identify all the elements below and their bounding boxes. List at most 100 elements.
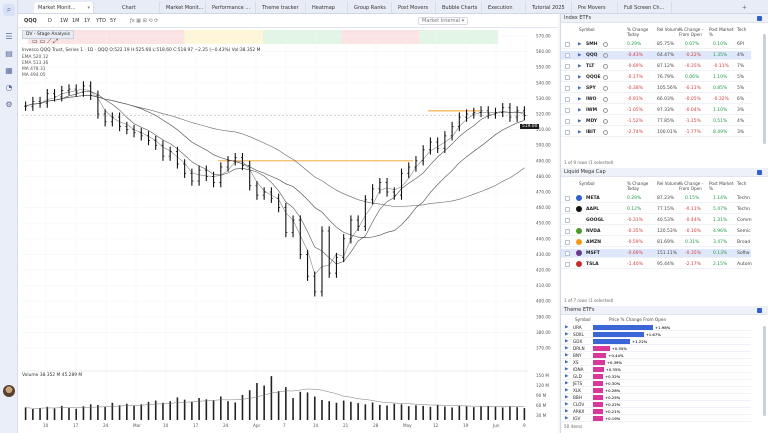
range-5y[interactable]: 5Y xyxy=(110,17,116,25)
play-icon[interactable]: ▶ xyxy=(565,380,569,386)
symbol-cell[interactable]: GDX xyxy=(573,338,583,344)
row-checkbox[interactable] xyxy=(565,52,570,58)
tab-heatmap[interactable]: Heatmap xyxy=(308,2,348,13)
row-checkbox[interactable] xyxy=(565,63,570,69)
tab-full-screen[interactable]: Full Screen Ch... xyxy=(620,2,672,13)
symbol-cell[interactable]: IBIT xyxy=(586,129,596,135)
gear-icon[interactable] xyxy=(603,74,608,80)
row-checkbox[interactable] xyxy=(565,195,570,201)
column-header[interactable]: Rel Volume xyxy=(657,181,681,186)
theme-row[interactable]: ▶ URA +1.98% xyxy=(561,324,751,331)
play-icon[interactable]: ▶ xyxy=(578,52,582,58)
row-checkbox[interactable] xyxy=(565,118,570,124)
panel-menu-icon[interactable] xyxy=(757,16,762,21)
add-tab-button[interactable]: ＋ xyxy=(742,5,748,11)
theme-row[interactable]: ▶ CLOV +0.22% xyxy=(561,401,751,408)
tab-performance[interactable]: Performance ... xyxy=(208,2,256,13)
table-row[interactable]: ▶ SPY -0.38% 105.56% -0.11% 0.85% 5% xyxy=(561,84,751,93)
play-icon[interactable]: ▶ xyxy=(565,408,569,414)
table-row[interactable]: MSFT -0.69% 151.11% -0.35% 0.13% Softw xyxy=(561,249,751,258)
column-header[interactable]: Symbol xyxy=(579,27,595,32)
row-checkbox[interactable] xyxy=(565,217,570,223)
play-icon[interactable]: ▶ xyxy=(578,63,582,69)
range-1y[interactable]: 1Y xyxy=(84,17,90,25)
tab-tutorial[interactable]: Tutorial 2025 xyxy=(528,2,572,13)
range-ytd[interactable]: YTD xyxy=(96,17,106,25)
tab-theme-tracker[interactable]: Theme tracker xyxy=(258,2,306,13)
play-icon[interactable]: ▶ xyxy=(578,85,582,91)
theme-row[interactable]: ▶ BNY +0.44% xyxy=(561,352,751,359)
table-row[interactable]: ▶ QQQ -0.43% 64.47% -0.22% 1.35% 4% xyxy=(561,51,751,60)
settings-icon[interactable]: ⚙ xyxy=(5,99,13,109)
price-chart[interactable]: 570.00 560.00 550.00 540.00 530.00 520.00 510.… xyxy=(18,28,558,433)
symbol-cell[interactable]: TLT xyxy=(586,63,595,69)
scrollbar[interactable] xyxy=(763,34,766,144)
interval-button[interactable]: D xyxy=(48,17,52,25)
theme-row[interactable]: ▶ IGV +0.19% xyxy=(561,415,751,422)
symbol-cell[interactable]: IGV xyxy=(573,415,581,421)
avatar[interactable] xyxy=(3,385,15,397)
row-checkbox[interactable] xyxy=(565,96,570,102)
symbol-cell[interactable]: META xyxy=(586,195,600,201)
search-icon[interactable]: ⌕ xyxy=(3,4,15,16)
row-checkbox[interactable] xyxy=(565,261,570,267)
symbol-cell[interactable]: TSLA xyxy=(586,261,599,267)
column-header[interactable]: Price % Change From Open xyxy=(609,317,667,322)
symbol-cell[interactable]: BNY xyxy=(573,352,582,358)
table-row[interactable]: ▶ IBIT -2.74% 100.01% -1.77% 8.49% 3% xyxy=(561,128,751,137)
symbol-cell[interactable]: MDY xyxy=(586,118,598,124)
table-row[interactable]: AMZN -0.59% 81.69% 0.31% 3.47% Broad xyxy=(561,238,751,247)
row-checkbox[interactable] xyxy=(565,129,570,135)
watchlist-icon[interactable]: ☰ xyxy=(5,31,13,41)
play-icon[interactable]: ▶ xyxy=(565,338,569,344)
gear-icon[interactable] xyxy=(603,85,608,91)
column-header[interactable]: Post Market % xyxy=(709,181,734,191)
play-icon[interactable]: ▶ xyxy=(565,415,569,421)
play-icon[interactable]: ▶ xyxy=(565,366,569,372)
symbol-cell[interactable]: BBH xyxy=(573,394,582,400)
play-icon[interactable]: ▶ xyxy=(565,387,569,393)
symbol-cell[interactable]: XLK xyxy=(573,387,581,393)
symbol-cell[interactable]: JETS xyxy=(573,380,583,386)
gear-icon[interactable] xyxy=(603,63,608,69)
row-checkbox[interactable] xyxy=(565,206,570,212)
table-row[interactable]: TSLA -1.40% 95.44% -2.17% 2.15% Autom xyxy=(561,260,752,269)
chart-icon[interactable]: ▤ xyxy=(5,48,13,58)
play-icon[interactable]: ▶ xyxy=(578,118,582,124)
indicators-icon[interactable]: ƒx ▦ ⊞ ⟲ ⟳ xyxy=(130,18,159,24)
tab-chart[interactable]: Chart xyxy=(118,2,160,13)
symbol-cell[interactable]: MSFT xyxy=(586,250,600,256)
column-header[interactable]: % Change Today xyxy=(627,181,649,191)
layout-icon[interactable]: ▦ xyxy=(5,65,13,75)
play-icon[interactable]: ▶ xyxy=(565,352,569,358)
play-icon[interactable]: ▶ xyxy=(565,401,569,407)
theme-row[interactable]: ▶ DRLN +0.55% xyxy=(561,345,751,352)
symbol-cell[interactable]: IWO xyxy=(586,96,597,102)
symbol-cell[interactable]: IDNA xyxy=(573,366,584,372)
play-icon[interactable]: ▶ xyxy=(565,331,569,337)
symbol-cell[interactable]: GLD xyxy=(573,373,582,379)
column-header[interactable]: % Change - From Open xyxy=(679,27,704,37)
symbol-cell[interactable]: IWM xyxy=(586,107,598,113)
indicator-select[interactable]: Market Internal ▾ xyxy=(418,17,469,25)
table-row[interactable]: META 0.29% 87.23% 0.15% 1.14% Techn xyxy=(561,194,751,203)
chart-svg[interactable]: 570.00 560.00 550.00 540.00 530.00 520.00 510.… xyxy=(18,28,558,433)
table-row[interactable]: ▶ MDY -1.52% 77.85% -1.15% 0.51% 4% xyxy=(561,117,751,126)
alerts-icon[interactable]: ◔ xyxy=(5,82,13,92)
column-header[interactable]: Rel Volume xyxy=(657,27,681,32)
theme-row[interactable]: ▶ JETS +0.30% xyxy=(561,380,751,387)
column-header[interactable]: Symbol xyxy=(575,317,591,322)
gear-icon[interactable] xyxy=(603,52,608,58)
scrollbar[interactable] xyxy=(763,326,766,416)
gear-icon[interactable] xyxy=(603,41,608,47)
theme-row[interactable]: ▶ GDX +1.22% xyxy=(561,338,751,345)
gear-icon[interactable] xyxy=(603,107,608,113)
symbol-cell[interactable]: DRLN xyxy=(573,345,585,351)
symbol-cell[interactable]: NVDA xyxy=(586,228,601,234)
table-row[interactable]: ▶ SMH 0.29% 85.75% 0.07% 0.10% 6PI xyxy=(561,40,751,49)
symbol-cell[interactable]: AMZN xyxy=(586,239,601,245)
theme-row[interactable]: ▶ SOXL +1.67% xyxy=(561,331,751,338)
column-header[interactable]: Symbol xyxy=(579,181,595,186)
theme-row[interactable]: ▶ GLD +0.32% xyxy=(561,373,751,380)
play-icon[interactable]: ▶ xyxy=(578,129,582,135)
